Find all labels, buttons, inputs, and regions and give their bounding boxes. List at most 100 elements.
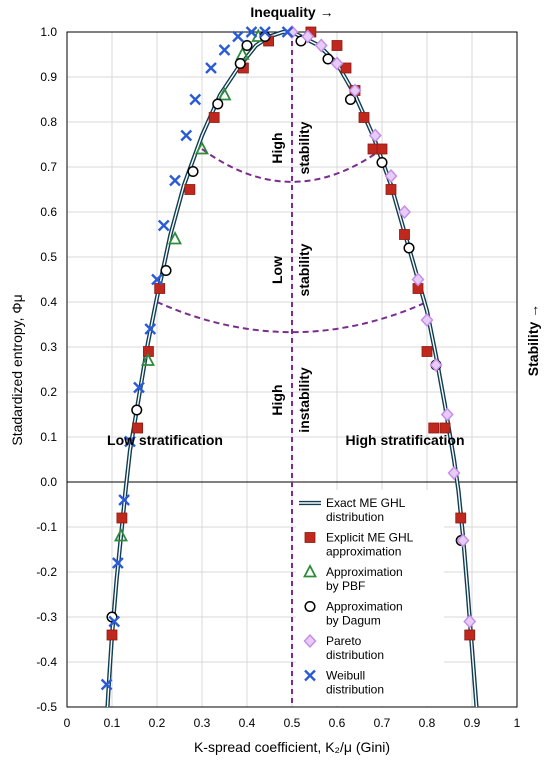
legend-label: Weibull — [326, 669, 365, 683]
x-tick-label: 0.5 — [284, 716, 301, 730]
legend-label: by PBF — [326, 579, 365, 593]
y-tick-label: -0.1 — [36, 520, 57, 534]
triangle-point — [114, 528, 128, 542]
circle-point — [234, 57, 246, 70]
x-point — [189, 93, 202, 106]
square-point — [385, 184, 397, 195]
x-tick-label: 0.4 — [239, 716, 256, 730]
triangle-point — [195, 141, 209, 155]
x-point — [281, 26, 294, 38]
legend-box — [296, 490, 444, 706]
y-tick-label: -0.3 — [36, 610, 57, 624]
square-point — [428, 422, 440, 434]
top-axis-label: Inequality → — [250, 4, 333, 20]
diamond-point — [301, 29, 315, 44]
square-point — [376, 143, 388, 155]
square-point — [106, 629, 118, 641]
x-point — [218, 44, 231, 56]
diamond-point — [348, 83, 362, 98]
legend-marker-x — [304, 669, 316, 682]
y-tick-label: 0.8 — [40, 115, 57, 129]
triangle-point — [141, 352, 155, 366]
square-point — [331, 40, 343, 51]
y-tick-label: 0.4 — [40, 295, 57, 309]
tick-labels: 0 0.1 0.2 0.3 0.4 0.5 0.6 0.7 0.8 0.9 1 -0.5 -0.4 -0.… — [36, 25, 520, 730]
x-tick-label: 0.9 — [464, 716, 481, 730]
legend-label: Explicit ME GHL — [326, 531, 414, 545]
high-stability-label-b: stability — [296, 121, 312, 174]
legend-marker-diamond — [303, 633, 317, 649]
legend-label: distribution — [326, 510, 384, 524]
x-tick-label: 0.7 — [374, 716, 391, 730]
x-tick-label: 0.8 — [419, 716, 436, 730]
x-point — [169, 174, 181, 187]
region-arc-lower — [156, 301, 428, 334]
circle-point — [131, 404, 143, 416]
legend-label: by Dagum — [326, 614, 381, 628]
x-point — [108, 615, 121, 628]
low-stability-label-b: stability — [296, 243, 312, 296]
square-point — [184, 184, 196, 195]
legend-label: approximation — [326, 545, 401, 559]
x-point — [259, 26, 271, 38]
legend-label: distribution — [326, 683, 384, 697]
legend-marker-triangle — [303, 564, 317, 578]
circle-point — [160, 264, 172, 277]
circle-point — [241, 39, 253, 52]
legend-label: distribution — [326, 648, 384, 662]
legend-marker-circle — [304, 600, 316, 613]
diamond-point — [384, 168, 398, 184]
square-point — [116, 512, 128, 524]
x-point — [144, 323, 157, 335]
square-point — [464, 629, 476, 641]
y-tick-label: -0.2 — [36, 565, 57, 579]
square-point — [154, 283, 166, 294]
high-stratification-label: High stratification — [345, 432, 464, 448]
diamond-point — [463, 614, 477, 629]
circle-point — [376, 156, 388, 169]
x-axis-title: K-spread coefficient, K₂/μ (Gini) — [194, 739, 390, 755]
x-point — [118, 494, 130, 506]
diamond-point — [368, 128, 382, 143]
circle-point — [403, 242, 415, 254]
legend-label: Approximation — [326, 565, 403, 579]
x-point — [112, 557, 124, 569]
square-point — [340, 62, 352, 74]
x-point — [205, 62, 217, 74]
high-stability-label-a: High — [269, 132, 285, 163]
legend-label: Pareto — [326, 634, 362, 648]
right-axis-label: Stability → — [525, 304, 541, 376]
square-point — [208, 112, 220, 123]
region-boundaries — [156, 32, 428, 707]
low-stratification-label: Low stratification — [107, 432, 223, 448]
y-tick-label: 0.2 — [40, 385, 57, 399]
y-tick-label: 1.0 — [40, 25, 57, 39]
x-tick-label: 0 — [64, 716, 71, 730]
series-layer — [100, 24, 479, 708]
x-point — [100, 678, 113, 691]
square-point — [455, 512, 467, 524]
y-tick-label: -0.4 — [36, 655, 57, 669]
diamond-point — [398, 204, 411, 220]
square-point — [132, 422, 144, 434]
y-tick-label: 0.1 — [40, 430, 57, 444]
y-tick-label: 0.3 — [40, 340, 57, 354]
x-point — [232, 30, 244, 43]
circle-point — [106, 611, 118, 623]
x-tick-label: 0.2 — [149, 716, 166, 730]
diamond-point — [429, 357, 443, 373]
diamond-point — [330, 56, 344, 71]
legend-marker-square — [304, 532, 316, 543]
square-point — [399, 229, 410, 240]
square-point — [367, 143, 379, 155]
x-tick-label: 0.3 — [194, 716, 211, 730]
diamond-point — [314, 38, 328, 53]
triangle-point — [168, 231, 182, 245]
y-tick-label: 0.9 — [40, 70, 57, 84]
x-point — [133, 381, 145, 394]
low-stability-label-a: Low — [269, 256, 285, 284]
x-tick-label: 1 — [514, 716, 521, 730]
y-tick-label: 0.6 — [40, 205, 57, 219]
circle-point — [187, 165, 199, 178]
